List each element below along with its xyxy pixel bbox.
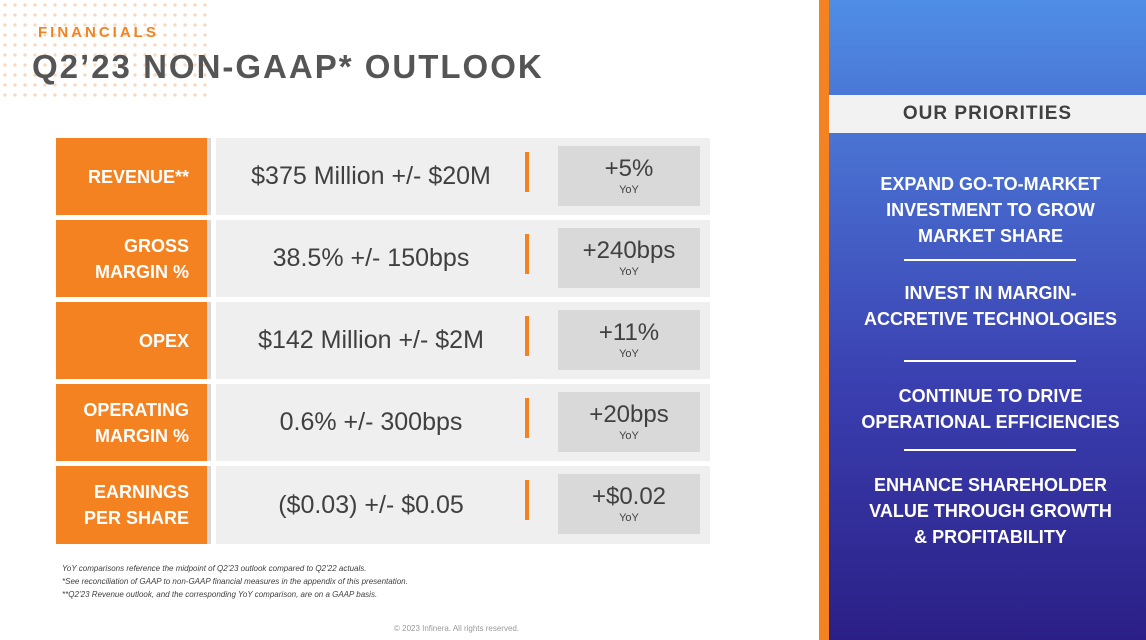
divider [525,152,529,192]
row-value: 38.5% +/- 150bps [272,244,470,272]
priority-item: CONTINUE TO DRIVE OPERATIONAL EFFICIENCI… [861,386,1120,432]
priority-divider [904,259,1076,261]
table-row-gross-margin: GROSS MARGIN % 38.5% +/- 150bps +240bps Y… [56,220,710,297]
divider [525,316,529,356]
footnote: **Q2’23 Revenue outlook, and the corresp… [62,590,378,599]
row-label: OPEX [56,302,211,379]
priorities-panel: EXPAND GO-TO-MARKET INVESTMENT TO GROW M… [829,133,1146,640]
yoy-label: YoY [619,266,639,278]
row-label: REVENUE** [56,138,211,215]
priority-divider [904,360,1076,362]
yoy-value: +20bps [589,401,669,428]
row-value-cell: $375 Million +/- $20M +5% YoY [216,138,710,215]
row-value-cell: 38.5% +/- 150bps +240bps YoY [216,220,710,297]
priorities-panel-top [829,0,1146,95]
footnote: *See reconciliation of GAAP to non-GAAP … [62,577,408,586]
divider [525,480,529,520]
priority-divider [904,449,1076,451]
row-value: ($0.03) +/- $0.05 [278,490,464,519]
footnote: YoY comparisons reference the midpoint o… [62,564,367,573]
divider [525,398,529,438]
priority-item: ENHANCE SHAREHOLDER VALUE THROUGH GROWTH… [869,475,1112,547]
page-title: Q2’23 NON-GAAP* OUTLOOK [32,48,544,85]
table-row-operating-margin: OPERATING MARGIN % 0.6% +/- 300bps +20bps… [56,384,710,461]
copyright: © 2023 Infinera. All rights reserved. [394,624,520,633]
yoy-label: YoY [619,430,639,442]
table-row-eps: EARNINGS PER SHARE ($0.03) +/- $0.05 +$0.… [56,466,710,544]
yoy-label: YoY [619,512,639,524]
divider [525,234,529,274]
yoy-box: +20bps YoY [558,392,700,452]
row-label: OPERATING MARGIN % [56,384,211,461]
priority-item: EXPAND GO-TO-MARKET INVESTMENT TO GROW M… [880,174,1101,246]
yoy-box: +$0.02 YoY [558,474,700,534]
table-row-revenue: REVENUE** $375 Million +/- $20M +5% YoY [56,138,710,215]
yoy-box: +240bps YoY [558,228,700,288]
row-value: $375 Million +/- $20M [251,162,491,190]
priority-item: INVEST IN MARGIN- ACCRETIVE TECHNOLOGIES [863,283,1118,329]
row-label: EARNINGS PER SHARE [56,466,211,544]
yoy-label: YoY [619,184,639,196]
yoy-value: +5% [604,155,654,182]
decorative-dot-pattern [0,0,210,100]
row-value: 0.6% +/- 300bps [279,408,463,436]
yoy-box: +11% YoY [558,310,700,370]
row-value: $142 Million +/- $2M [258,326,484,354]
row-value-cell: 0.6% +/- 300bps +20bps YoY [216,384,710,461]
outlook-table: REVENUE** $375 Million +/- $20M +5% YoY … [56,138,710,549]
accent-stripe [819,0,829,640]
row-value-cell: $142 Million +/- $2M +11% YoY [216,302,710,379]
table-row-opex: OPEX $142 Million +/- $2M +11% YoY [56,302,710,379]
priorities-heading: OUR PRIORITIES [829,95,1146,133]
yoy-value: +$0.02 [591,483,667,510]
yoy-value: +11% [598,319,660,346]
row-label: GROSS MARGIN % [56,220,211,297]
footnotes: YoY comparisons reference the midpoint o… [62,562,408,601]
section-eyebrow: FINANCIALS [38,24,159,41]
yoy-box: +5% YoY [558,146,700,206]
row-value-cell: ($0.03) +/- $0.05 +$0.02 YoY [216,466,710,544]
yoy-label: YoY [619,348,639,360]
yoy-value: +240bps [582,237,676,264]
